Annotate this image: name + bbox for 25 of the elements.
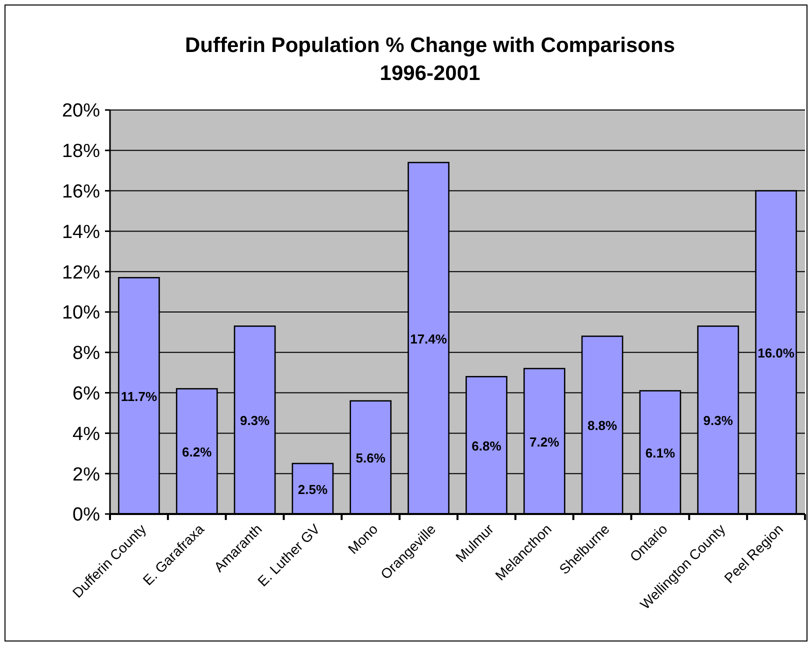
data-label: 8.8% <box>587 418 618 434</box>
y-tick-label: 0% <box>72 504 100 526</box>
data-label: 17.4% <box>410 331 448 346</box>
y-tick-label: 2% <box>72 464 100 486</box>
y-tick-label: 12% <box>62 262 100 284</box>
chart-subtitle: 1996-2001 <box>380 62 481 85</box>
data-label: 9.3% <box>703 413 734 428</box>
y-tick-label: 14% <box>62 222 100 243</box>
y-tick-label: 4% <box>72 424 100 445</box>
data-label: 7.2% <box>530 434 560 450</box>
y-tick-label: 18% <box>62 141 100 162</box>
data-label: 9.3% <box>240 413 270 428</box>
data-label: 5.6% <box>356 450 386 466</box>
data-label: 6.8% <box>472 438 502 454</box>
y-tick-label: 20% <box>62 100 100 122</box>
y-tick-label: 10% <box>62 302 100 324</box>
data-label: 6.1% <box>645 445 676 460</box>
y-tick-label: 6% <box>72 383 100 404</box>
data-label: 16.0% <box>758 345 795 360</box>
y-tick-label: 8% <box>72 343 100 364</box>
data-label: 11.7% <box>120 388 158 404</box>
chart-title: Dufferin Population % Change with Comparisons <box>184 34 676 57</box>
data-label: 2.5% <box>298 482 328 497</box>
y-tick-label: 16% <box>62 181 100 202</box>
data-label: 6.2% <box>182 444 212 460</box>
